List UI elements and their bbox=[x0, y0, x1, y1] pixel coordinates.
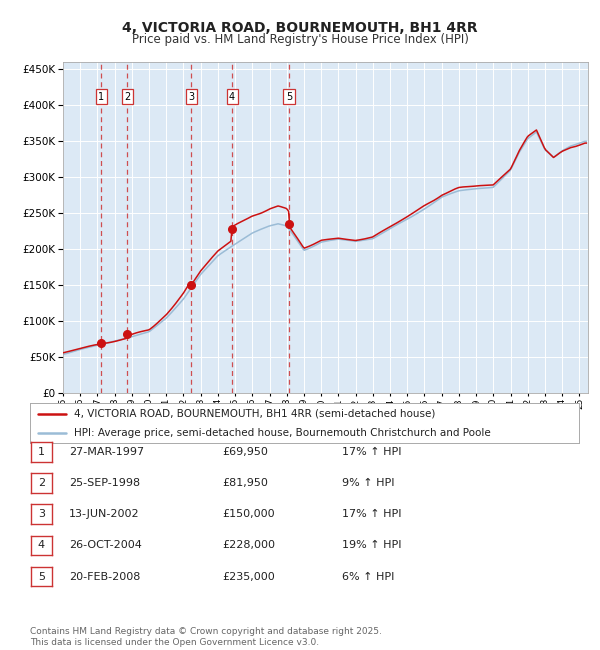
Text: HPI: Average price, semi-detached house, Bournemouth Christchurch and Poole: HPI: Average price, semi-detached house,… bbox=[74, 428, 491, 438]
Text: Price paid vs. HM Land Registry's House Price Index (HPI): Price paid vs. HM Land Registry's House … bbox=[131, 32, 469, 46]
Text: 4: 4 bbox=[229, 92, 235, 101]
Text: 20-FEB-2008: 20-FEB-2008 bbox=[69, 571, 140, 582]
Text: 2: 2 bbox=[38, 478, 45, 488]
Text: 4: 4 bbox=[38, 540, 45, 551]
Text: 4, VICTORIA ROAD, BOURNEMOUTH, BH1 4RR: 4, VICTORIA ROAD, BOURNEMOUTH, BH1 4RR bbox=[122, 21, 478, 35]
Text: 27-MAR-1997: 27-MAR-1997 bbox=[69, 447, 144, 457]
Text: Contains HM Land Registry data © Crown copyright and database right 2025.
This d: Contains HM Land Registry data © Crown c… bbox=[30, 627, 382, 647]
Text: 2: 2 bbox=[124, 92, 130, 101]
Text: £69,950: £69,950 bbox=[222, 447, 268, 457]
Text: 19% ↑ HPI: 19% ↑ HPI bbox=[342, 540, 401, 551]
Text: 5: 5 bbox=[286, 92, 292, 101]
Text: 17% ↑ HPI: 17% ↑ HPI bbox=[342, 509, 401, 519]
Text: 6% ↑ HPI: 6% ↑ HPI bbox=[342, 571, 394, 582]
Text: 13-JUN-2002: 13-JUN-2002 bbox=[69, 509, 140, 519]
Text: 5: 5 bbox=[38, 571, 45, 582]
Text: 25-SEP-1998: 25-SEP-1998 bbox=[69, 478, 140, 488]
Text: £81,950: £81,950 bbox=[222, 478, 268, 488]
Text: £235,000: £235,000 bbox=[222, 571, 275, 582]
Text: 4, VICTORIA ROAD, BOURNEMOUTH, BH1 4RR (semi-detached house): 4, VICTORIA ROAD, BOURNEMOUTH, BH1 4RR (… bbox=[74, 409, 435, 419]
Text: 1: 1 bbox=[98, 92, 104, 101]
Text: 9% ↑ HPI: 9% ↑ HPI bbox=[342, 478, 395, 488]
Text: 3: 3 bbox=[38, 509, 45, 519]
Text: 3: 3 bbox=[188, 92, 194, 101]
Text: 1: 1 bbox=[38, 447, 45, 457]
Text: £150,000: £150,000 bbox=[222, 509, 275, 519]
Text: 17% ↑ HPI: 17% ↑ HPI bbox=[342, 447, 401, 457]
Text: 26-OCT-2004: 26-OCT-2004 bbox=[69, 540, 142, 551]
Text: £228,000: £228,000 bbox=[222, 540, 275, 551]
